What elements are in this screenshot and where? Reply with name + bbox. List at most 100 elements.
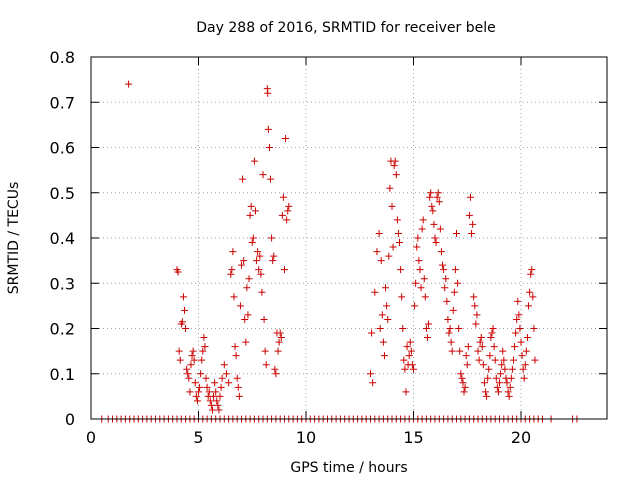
data-point xyxy=(464,343,472,351)
data-point xyxy=(208,406,216,414)
data-point xyxy=(415,257,423,265)
data-point xyxy=(270,252,278,260)
data-point xyxy=(200,334,208,342)
data-point xyxy=(274,347,282,355)
data-point xyxy=(448,347,456,355)
data-point xyxy=(125,80,133,88)
data-point xyxy=(174,268,182,276)
data-point xyxy=(507,374,515,382)
data-point xyxy=(442,275,450,283)
y-tick-label: 0.5 xyxy=(50,184,75,203)
data-point xyxy=(232,352,240,360)
data-point xyxy=(408,361,416,369)
data-point xyxy=(259,171,267,179)
data-point xyxy=(279,193,287,201)
data-point xyxy=(490,343,498,351)
data-point xyxy=(441,284,449,292)
data-point xyxy=(255,266,263,274)
data-point xyxy=(426,193,434,201)
data-point xyxy=(394,229,402,237)
data-point xyxy=(487,334,495,342)
data-point xyxy=(411,302,419,310)
data-point xyxy=(268,234,276,242)
data-point xyxy=(184,370,192,378)
data-point xyxy=(244,311,252,319)
data-point xyxy=(398,293,406,301)
x-tick-label: 5 xyxy=(193,428,203,447)
data-point xyxy=(240,257,248,265)
data-point xyxy=(192,392,200,400)
data-point xyxy=(469,220,477,228)
data-point xyxy=(380,352,388,360)
data-point xyxy=(436,225,444,233)
data-point xyxy=(276,329,284,337)
data-point xyxy=(182,325,190,332)
data-point xyxy=(249,234,257,242)
data-point xyxy=(206,397,214,405)
data-point xyxy=(505,392,513,400)
y-tick-label: 0.3 xyxy=(50,274,75,293)
data-point xyxy=(492,374,500,382)
data-point xyxy=(269,257,277,265)
grid-lines xyxy=(91,57,607,419)
data-point xyxy=(272,370,280,378)
data-point xyxy=(388,202,396,210)
data-point xyxy=(220,361,228,369)
data-point xyxy=(212,388,220,396)
y-axis-title: SRMTID / TECUs xyxy=(6,182,22,295)
data-point xyxy=(478,343,486,351)
data-point xyxy=(278,211,286,219)
data-point xyxy=(246,211,254,219)
data-point xyxy=(445,329,453,337)
data-point xyxy=(186,388,194,396)
data-point xyxy=(254,248,262,256)
data-point xyxy=(497,370,505,378)
data-point xyxy=(501,365,509,373)
data-point xyxy=(427,189,435,197)
data-point xyxy=(413,243,421,251)
data-point xyxy=(214,401,222,409)
data-point xyxy=(234,383,242,391)
data-point xyxy=(483,392,491,400)
data-point xyxy=(403,343,411,351)
data-point xyxy=(511,343,519,351)
data-point xyxy=(494,388,502,396)
data-point xyxy=(199,347,207,355)
data-point xyxy=(423,334,431,342)
data-point xyxy=(383,302,391,310)
data-point xyxy=(456,347,464,355)
chart-title: Day 288 of 2016, SRMTID for receiver bel… xyxy=(196,20,495,36)
data-point xyxy=(425,320,433,328)
data-point xyxy=(498,361,506,369)
data-point xyxy=(529,293,537,301)
data-point xyxy=(251,207,259,215)
data-point xyxy=(489,325,497,332)
data-point xyxy=(378,311,386,319)
data-point xyxy=(522,347,530,355)
data-point xyxy=(256,252,264,260)
data-point xyxy=(435,198,443,206)
data-point xyxy=(189,347,197,355)
data-point xyxy=(506,383,514,391)
data-point xyxy=(476,338,484,346)
x-axis-title: GPS time / hours xyxy=(290,460,407,476)
data-point xyxy=(281,266,288,274)
data-point xyxy=(181,306,189,314)
x-tick-label: 20 xyxy=(511,428,531,447)
data-point xyxy=(402,388,410,396)
data-point xyxy=(399,325,407,332)
data-point xyxy=(449,306,457,314)
data-point xyxy=(475,356,483,364)
data-point xyxy=(531,356,539,364)
data-point xyxy=(474,347,482,355)
data-point xyxy=(195,388,202,396)
data-point xyxy=(453,229,460,237)
data-point xyxy=(386,184,394,192)
data-point xyxy=(375,229,383,237)
data-point xyxy=(227,270,235,278)
data-point xyxy=(179,293,187,301)
data-point xyxy=(520,374,528,382)
data-point xyxy=(460,388,468,396)
data-point xyxy=(513,315,521,323)
data-point xyxy=(419,216,427,224)
